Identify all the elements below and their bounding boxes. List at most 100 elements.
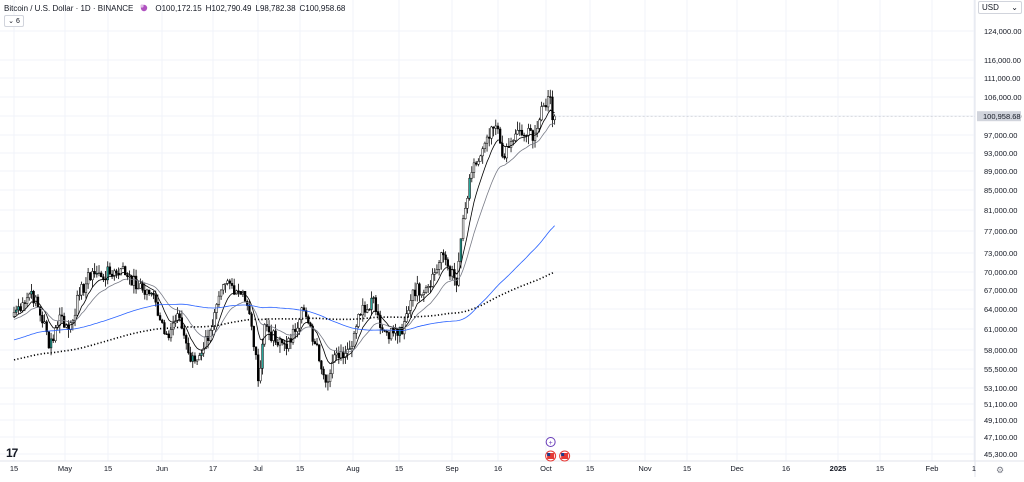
candle-body (278, 339, 282, 346)
candle-body (433, 272, 436, 275)
candle-body (407, 310, 410, 315)
candle-body (102, 276, 105, 280)
candle-body (113, 270, 116, 277)
candle-body (533, 132, 537, 141)
chevron-down-icon: ⌄ (1011, 3, 1018, 12)
candle-body (126, 274, 129, 277)
candle-body (313, 341, 316, 344)
candle-body (108, 266, 112, 275)
candle-body (23, 302, 27, 304)
candle-body (416, 283, 419, 297)
candle-body (488, 136, 491, 139)
candle-body (542, 105, 545, 107)
candle-body (178, 313, 181, 318)
symbol-title[interactable]: Bitcoin / U.S. Dollar · 1D · BINANCE (4, 3, 134, 13)
candle-body (200, 352, 203, 356)
indicators-toggle[interactable]: ⌄ 6 (4, 15, 24, 27)
candle-body (80, 284, 83, 296)
currency-event-glyph: + (549, 440, 553, 447)
candle-body (453, 269, 456, 279)
candle-body (206, 336, 210, 341)
compare-icon[interactable] (139, 3, 149, 13)
candle-body (169, 329, 173, 339)
candle-body (193, 355, 197, 362)
candle-body (34, 296, 37, 304)
candle-body (398, 326, 402, 336)
candle-body (516, 130, 519, 135)
candle-body (143, 289, 146, 295)
candle-body (217, 295, 221, 305)
candle-body (413, 289, 417, 297)
candle-body (167, 333, 170, 339)
y-tick-label: 45,300.00 (984, 450, 1017, 459)
candle-body (52, 338, 55, 341)
ohlc-low: L98,782.38 (255, 3, 296, 13)
y-tick-label: 70,000.00 (984, 268, 1017, 277)
x-tick-label: 17 (209, 464, 217, 473)
candle-body (235, 290, 238, 295)
candle-body (121, 266, 125, 270)
gear-icon[interactable]: ⚙ (996, 465, 1005, 475)
candle-body (335, 352, 338, 356)
x-tick-label: 2025 (830, 464, 847, 473)
candle-body (69, 322, 72, 330)
candle-body (246, 301, 249, 306)
candle-body (549, 96, 552, 98)
candle-body (257, 354, 260, 382)
candle-body (529, 128, 532, 131)
candle-body (536, 128, 539, 134)
x-tick-label: Aug (346, 464, 359, 473)
candle-body (477, 161, 480, 165)
candle-body (431, 273, 434, 287)
candle-body (514, 133, 517, 141)
y-tick-label: 111,000.00 (984, 74, 1020, 83)
x-tick-label: Nov (638, 464, 652, 473)
candle-body (233, 285, 236, 295)
currency-selector[interactable]: USD ⌄ (978, 1, 1022, 14)
candle-body (544, 105, 548, 108)
candle-body (219, 289, 223, 297)
candle-body (139, 283, 142, 289)
candle-body (328, 373, 332, 382)
candle-body (457, 261, 460, 286)
ohlc-close: C100,958.68 (299, 3, 346, 13)
x-tick-label: 16 (494, 464, 502, 473)
candle-body (224, 283, 227, 285)
y-tick-label: 67,000.00 (984, 286, 1017, 295)
candle-body (320, 360, 323, 370)
y-tick-label: 93,000.00 (984, 149, 1017, 158)
ma-dotted-line (13, 271, 555, 361)
x-tick-label: Dec (730, 464, 744, 473)
candle-body (366, 309, 369, 313)
candle-body (259, 368, 262, 382)
x-tick-label: 1 (972, 464, 976, 473)
ma-blue-line (13, 225, 555, 341)
y-tick-label: 64,000.00 (984, 305, 1017, 314)
candle-body (357, 314, 360, 327)
candle-body (137, 287, 140, 290)
candle-body (152, 292, 155, 296)
candle-body (459, 238, 463, 262)
candle-body (296, 327, 299, 332)
candle-body (435, 269, 439, 273)
candle-body (553, 115, 556, 121)
candle-body (97, 272, 101, 274)
candle-body (228, 280, 231, 284)
candle-body (339, 351, 343, 358)
us-flag-stripes (547, 453, 555, 459)
candle-body (429, 286, 432, 288)
candle-body (481, 148, 484, 157)
candle-body (470, 172, 473, 179)
candle-body (355, 326, 358, 334)
y-tick-label: 55,500.00 (984, 365, 1017, 374)
candle-body (211, 326, 214, 331)
candle-body (492, 126, 495, 129)
candle-body (405, 313, 408, 322)
candle-body (538, 119, 541, 129)
tradingview-logo-icon[interactable]: 17 (6, 446, 18, 460)
x-tick-label: 15 (586, 464, 594, 473)
candle-body (86, 272, 90, 285)
y-tick-label: 58,000.00 (984, 346, 1017, 355)
